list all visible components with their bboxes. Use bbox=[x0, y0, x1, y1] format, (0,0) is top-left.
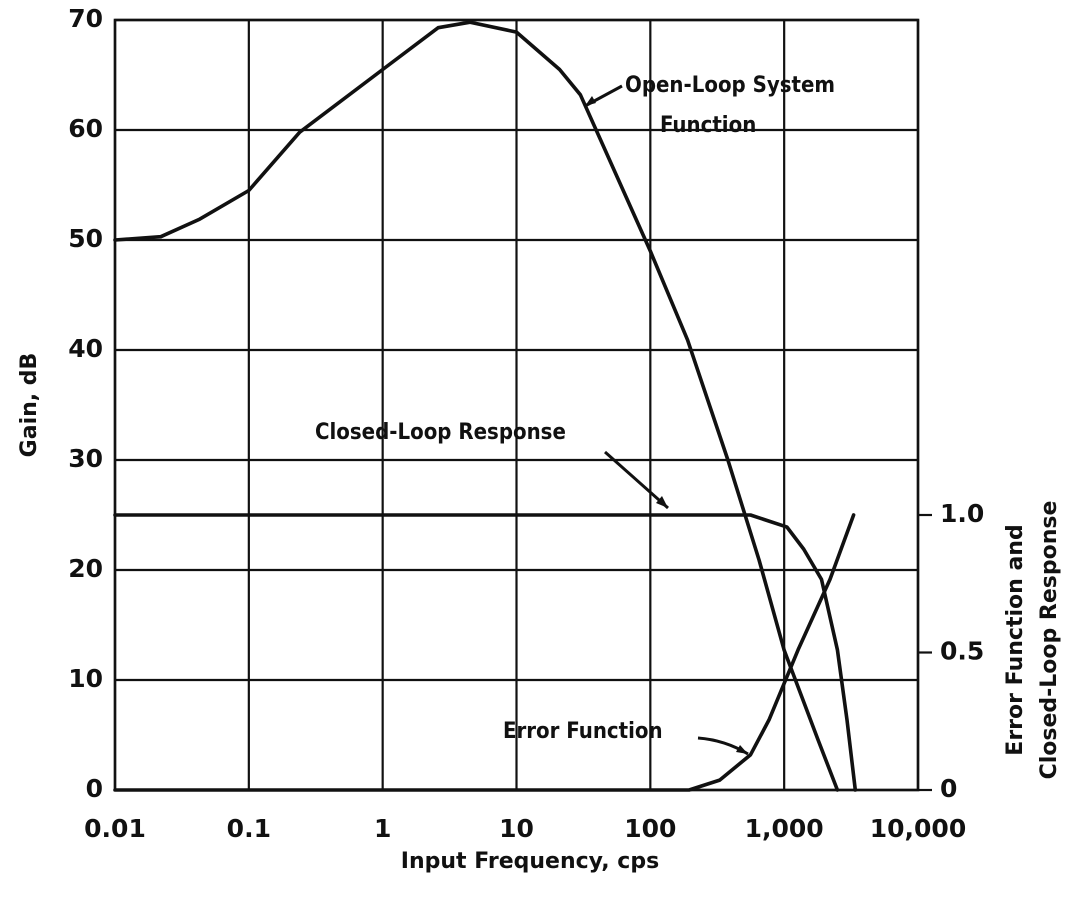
annotation: Closed-Loop Response bbox=[315, 420, 566, 445]
line-series bbox=[113, 513, 856, 792]
y-axis-label: Gain, dB bbox=[17, 353, 42, 458]
x-tick-label: 10,000 bbox=[870, 814, 966, 843]
y-tick-label: 30 bbox=[68, 444, 103, 473]
x-tick-label: 0.01 bbox=[84, 814, 146, 843]
y-tick-label: 50 bbox=[68, 224, 103, 253]
annotation: Error Function bbox=[503, 719, 663, 744]
y2-tick-label: 0 bbox=[940, 774, 957, 803]
x-axis-label: Input Frequency, cps bbox=[401, 849, 659, 874]
line-series bbox=[113, 20, 840, 792]
arrow bbox=[604, 450, 669, 510]
x-tick-label: 100 bbox=[624, 814, 676, 843]
arrowhead bbox=[736, 745, 748, 754]
y-tick-label: 20 bbox=[68, 554, 103, 583]
line-series bbox=[113, 513, 858, 792]
y2-tick-label: 1.0 bbox=[940, 499, 984, 528]
x-tick-label: 1 bbox=[374, 814, 391, 843]
x-tick-label: 0.1 bbox=[227, 814, 271, 843]
y2-axis-label: Error Function and bbox=[1003, 524, 1028, 755]
x-tick-label: 10 bbox=[499, 814, 534, 843]
y-tick-label: 60 bbox=[68, 114, 103, 143]
x-tick-label: 1,000 bbox=[745, 814, 824, 843]
y2-tick-label: 0.5 bbox=[940, 637, 984, 666]
y-tick-label: 40 bbox=[68, 334, 103, 363]
y2-axis-label: Closed-Loop Response bbox=[1037, 501, 1062, 780]
arrowhead bbox=[656, 496, 668, 508]
arrowhead bbox=[585, 96, 596, 106]
y-tick-label: 10 bbox=[68, 664, 103, 693]
y-tick-label: 70 bbox=[68, 4, 103, 33]
annotation: Open-Loop System bbox=[625, 73, 835, 98]
y-tick-label: 0 bbox=[86, 774, 103, 803]
annotation: Function bbox=[660, 113, 756, 138]
